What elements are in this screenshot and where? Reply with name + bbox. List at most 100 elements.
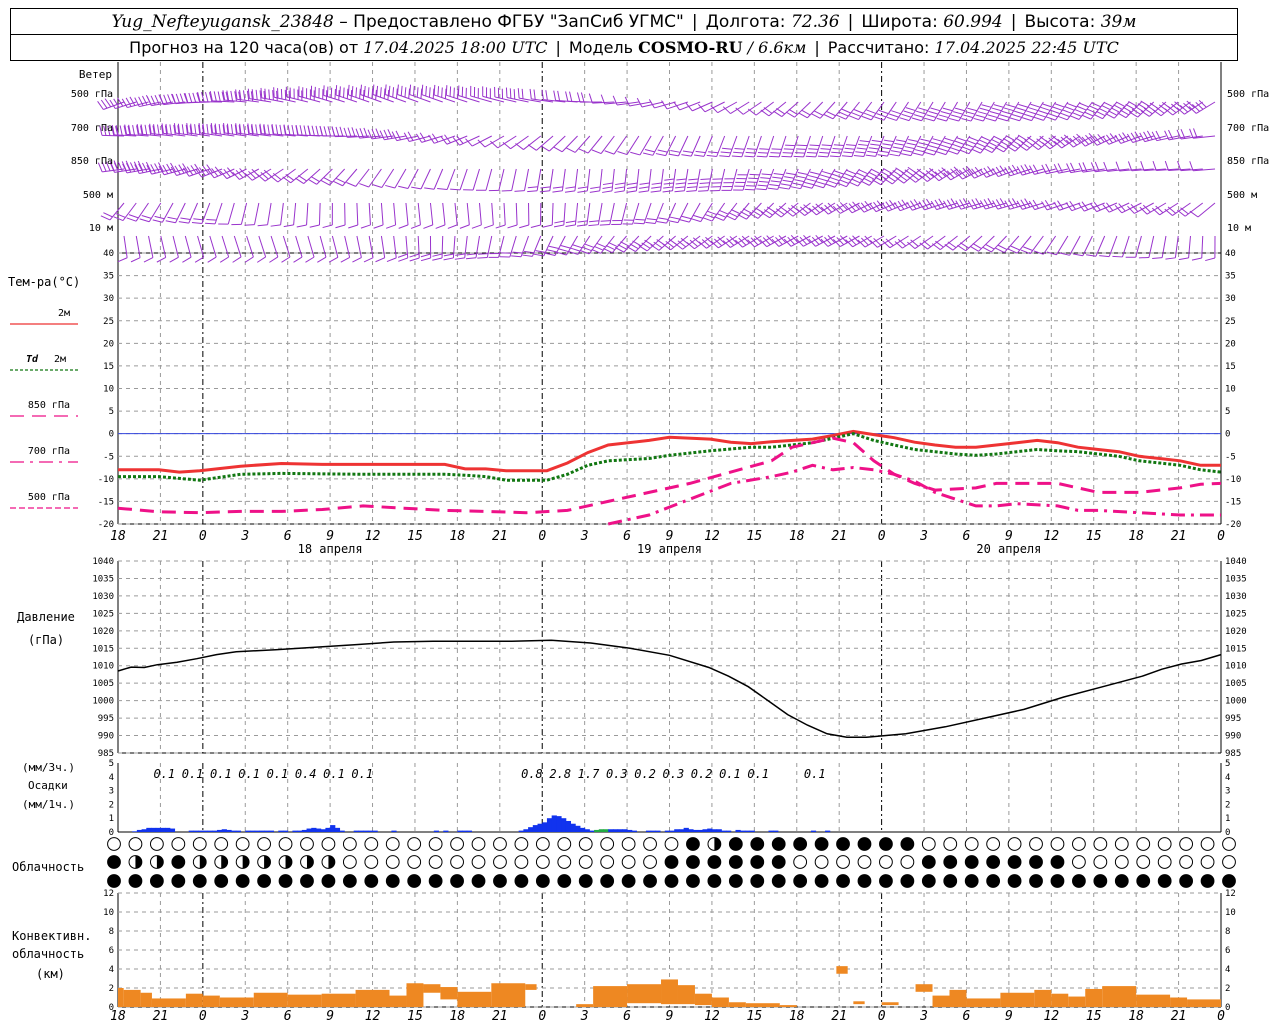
wind-barb-staff (452, 235, 456, 258)
wind-barb-feather (880, 146, 891, 150)
wind-barb-feather (905, 107, 916, 112)
wind-barb-feather (853, 175, 864, 181)
wind-barb-feather (1205, 257, 1216, 262)
cloud-symbol (771, 855, 786, 869)
wind-barb-feather (222, 124, 225, 135)
cloud-symbol (793, 837, 808, 851)
wind-barb-feather (1014, 137, 1025, 144)
wind-barb-feather (1094, 161, 1100, 172)
wind-barb-feather (975, 198, 982, 208)
cloud-symbol (707, 874, 722, 888)
day-label: 19 апреля (637, 542, 702, 556)
wind-barb-staff (574, 168, 579, 191)
hour-tick-label: 12 (704, 529, 720, 544)
cloud-symbol (493, 874, 507, 888)
wind-barb-feather (879, 150, 890, 154)
conv-cloud-bar (491, 983, 526, 1007)
wind-barb-feather (122, 163, 128, 174)
wind-barb-feather (817, 155, 828, 158)
conv-cloud-bar (1034, 989, 1052, 1007)
conv-cloud-bar (219, 997, 254, 1007)
wind-barb-feather (901, 153, 912, 157)
wind-barb-feather (656, 220, 667, 224)
wind-barb-feather (1052, 106, 1063, 111)
wind-barb-feather (205, 222, 216, 225)
wind-barb-feather (834, 170, 844, 175)
wind-barb-feather (985, 144, 995, 150)
wind-barb-feather (1004, 167, 1011, 177)
wind-barb-feather (897, 200, 905, 210)
wind-barb-staff (380, 202, 384, 225)
wind-barb-feather (156, 257, 166, 263)
cloud-symbol (1222, 837, 1236, 851)
hour-tick-label: 9 (1005, 1009, 1013, 1024)
wind-barb-feather (184, 92, 189, 103)
cloud-symbol (1179, 837, 1194, 851)
wind-barb-staff (380, 235, 386, 258)
precip-bar (372, 830, 378, 832)
wind-barb-feather (186, 123, 189, 134)
conv-cloud-bar (457, 991, 492, 1007)
wind-barb-feather (247, 88, 250, 99)
cloud-symbol (514, 874, 529, 888)
conv-label-3: (км) (36, 967, 65, 981)
wind-barb-feather (997, 117, 1008, 122)
wind-barb-feather (775, 236, 783, 245)
wind-barb-feather (100, 215, 111, 221)
precip-3h-value: 0.1 (267, 767, 289, 781)
wind-barb-feather (851, 112, 862, 117)
wind-barb-feather (819, 174, 830, 179)
wind-barb-feather (1152, 257, 1163, 260)
wind-barb-feather (966, 165, 974, 174)
wind-barb-feather (605, 244, 616, 251)
wind-barb-staff (611, 168, 615, 191)
wind-barb-feather (604, 150, 615, 155)
wind-barb-feather (346, 182, 356, 187)
wind-barb-feather (1139, 132, 1146, 142)
precip-bar (301, 829, 308, 832)
wind-barb-feather (719, 155, 730, 158)
wind-barb-feather (981, 104, 992, 108)
wind-level-label-right: 700 гПа (1227, 123, 1269, 134)
wind-barb-feather (661, 100, 668, 110)
wind-barb-feather (809, 171, 820, 175)
wind-barb-staff (221, 235, 230, 258)
wind-barb-feather (922, 200, 929, 209)
y-tick-label-right: 990 (1225, 732, 1241, 742)
wind-barb-feather (388, 85, 391, 96)
wind-barb-staff (1016, 235, 1032, 254)
wind-barb-feather (624, 96, 630, 107)
wind-barb-staff (536, 135, 554, 151)
conv-cloud-bar (1187, 999, 1221, 1007)
y-tick-label-right: 4 (1225, 965, 1230, 975)
wind-barb-feather (142, 95, 148, 106)
wind-barb-feather (836, 182, 847, 188)
hour-tick-label: 15 (1086, 1009, 1102, 1024)
wind-barb-feather (174, 165, 181, 175)
wind-barb-feather (1018, 144, 1028, 151)
wind-barb-feather (602, 190, 613, 193)
wind-barb-staff (407, 168, 419, 189)
wind-barb-feather (790, 186, 801, 190)
cloud-symbol (149, 874, 164, 888)
pressure-line (117, 639, 1222, 739)
wind-barb-staff (741, 135, 750, 157)
precip-bar (744, 830, 751, 832)
wind-barb-feather (1189, 210, 1199, 218)
wind-barb-feather (962, 167, 970, 176)
wind-barb-feather (1090, 162, 1096, 172)
y-tick-label-left: 4 (109, 965, 114, 975)
hour-tick-label: 21 (492, 1009, 508, 1024)
wind-barb-feather (746, 148, 757, 150)
wind-barb-feather (626, 190, 637, 193)
wind-barb-feather (892, 146, 903, 150)
wind-barb-feather (960, 242, 969, 249)
wind-barb-feather (97, 101, 104, 110)
wind-barb-feather (787, 207, 797, 215)
y-tick-label-right: 1010 (1225, 662, 1247, 672)
precip-tick-left: 1 (109, 814, 114, 824)
wind-barb-feather (926, 114, 937, 118)
wind-barb-feather (772, 210, 782, 218)
wind-barb-feather (950, 198, 957, 208)
lat-label: Широта: (861, 11, 938, 32)
